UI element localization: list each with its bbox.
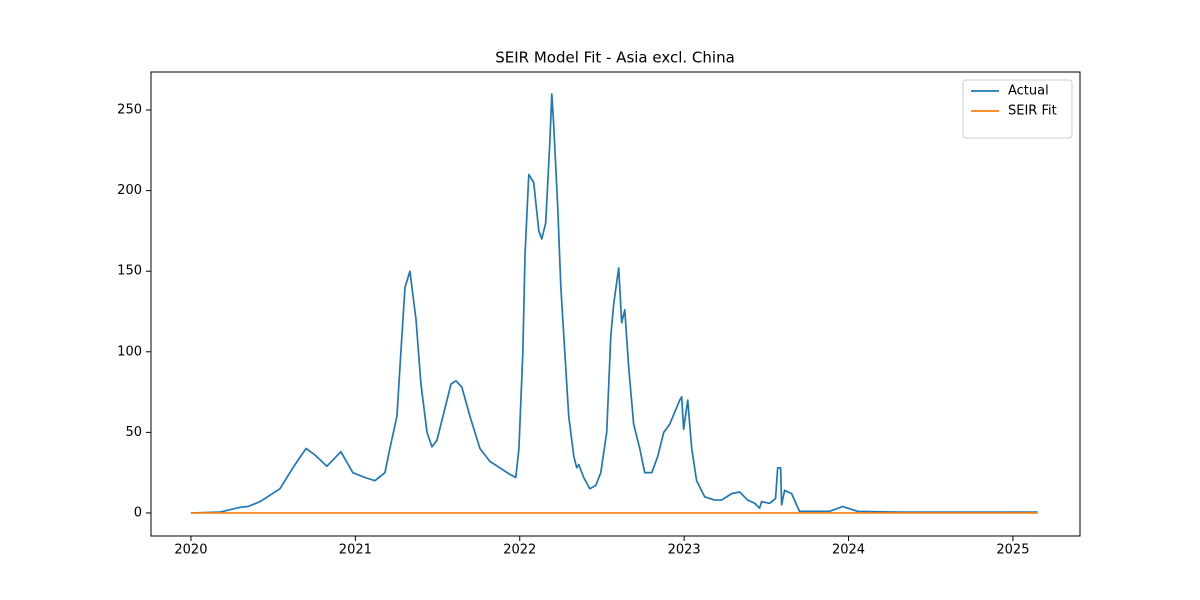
plot-frame [150,71,1081,537]
x-tick-label: 2024 [832,543,865,558]
legend-label: SEIR Fit [1008,104,1057,119]
chart-title: SEIR Model Fit - Asia excl. China [495,49,735,67]
y-tick-label: 50 [125,425,142,440]
y-tick-label: 200 [117,183,142,198]
x-tick-label: 2023 [668,543,701,558]
y-tick-label: 100 [117,344,142,359]
x-tick-label: 2022 [503,543,536,558]
y-tick-label: 150 [117,264,142,279]
data-line [190,93,1038,514]
x-tick-label: 2025 [996,543,1029,558]
legend-box [962,79,1073,139]
legend-label: Actual [1008,84,1049,99]
x-tick-label: 2021 [339,543,372,558]
y-tick-label: 0 [134,505,142,520]
y-tick-label: 250 [117,103,142,118]
x-tick-label: 2020 [174,543,207,558]
